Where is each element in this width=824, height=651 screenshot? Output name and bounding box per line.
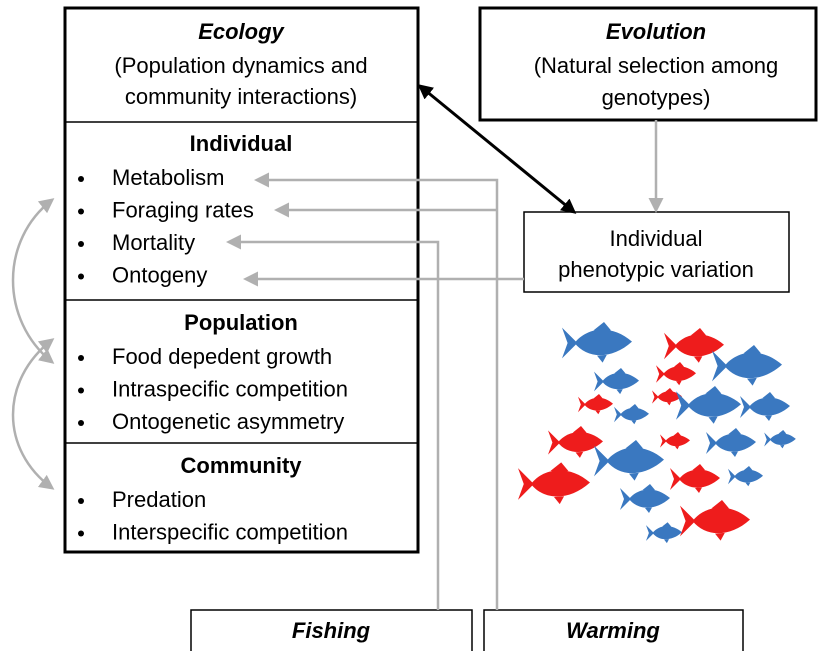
ecology-box: Ecology (Population dynamics and communi… [63,6,420,554]
bullet [78,208,84,215]
bullet [78,420,84,426]
evolution-box [478,6,818,122]
section-item: Interspecific competition [112,519,348,544]
section-item: Metabolism [112,165,224,190]
ecology-line: (Population dynamics and [114,53,367,78]
sections: Individual Metabolism Foraging rates Mortal… [78,131,348,544]
section-item: Ontogenetic asymmetry [112,409,344,434]
arrows [11,84,664,610]
section-item: Foraging rates [112,197,254,222]
section-item: Predation [112,487,206,512]
evolution-line: (Natural selection among [534,53,779,78]
warming-label: Warming [566,618,660,643]
phenotype-line: phenotypic variation [558,257,754,282]
bullet [78,176,84,182]
bullet [78,273,84,280]
section-item: Intraspecific competition [112,376,348,401]
section-title: Individual [190,131,293,156]
bullet [78,355,84,361]
ecology-title: Ecology [198,19,285,44]
warming-box [483,609,744,651]
bullet [78,530,84,537]
section-title: Population [184,310,298,335]
bullet [78,387,84,394]
evolution-title: Evolution [606,19,706,44]
ecology-line: community interactions) [125,84,357,109]
section-item: Ontogeny [112,262,207,287]
section-item: Food depedent growth [112,344,332,369]
fishing-box [190,609,473,651]
section-title: Community [181,453,303,478]
fishing-label: Fishing [292,618,371,643]
bullet [78,498,84,504]
phenotype-line: Individual [610,226,703,251]
bullet [78,241,84,247]
fish-school [518,322,796,544]
section-item: Mortality [112,230,195,255]
evolution-line: genotypes) [602,85,711,110]
